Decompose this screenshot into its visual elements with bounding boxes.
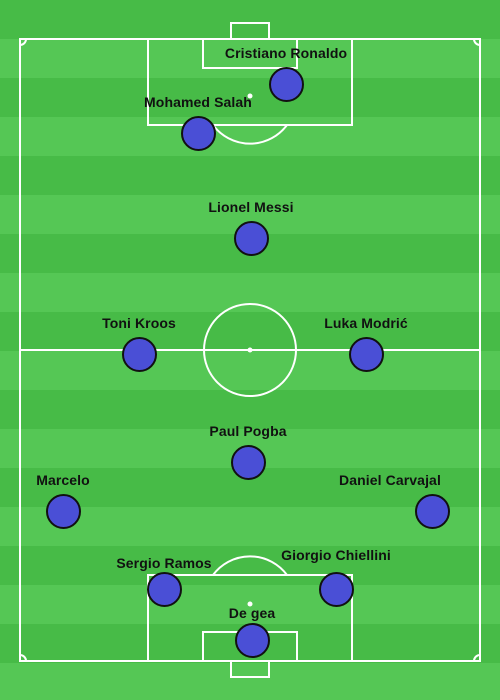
player-marker[interactable] — [181, 116, 216, 151]
player-marker[interactable] — [319, 572, 354, 607]
player-name: Marcelo — [36, 472, 90, 488]
center-spot — [247, 347, 253, 353]
bottom-penalty-spot — [247, 601, 253, 607]
player-name: Mohamed Salah — [144, 94, 252, 110]
player-name: Paul Pogba — [209, 423, 287, 439]
player-marker[interactable] — [235, 623, 270, 658]
player-name: De gea — [228, 605, 276, 621]
top-goal — [230, 22, 270, 40]
corner-arc-bottom-right — [473, 654, 481, 662]
player-name: Toni Kroos — [102, 315, 176, 331]
player-name: Sergio Ramos — [116, 555, 212, 571]
player-marker[interactable] — [234, 221, 269, 256]
player-marker[interactable] — [231, 445, 266, 480]
player-name: Luka Modrić — [324, 315, 408, 331]
player-name: Lionel Messi — [208, 199, 294, 215]
player-name: Giorgio Chiellini — [281, 547, 391, 563]
player-name: Daniel Carvajal — [339, 472, 441, 488]
player-name: Cristiano Ronaldo — [224, 45, 348, 61]
bottom-penalty-arc — [212, 555, 288, 576]
player-marker[interactable] — [147, 572, 182, 607]
corner-arc-top-right — [473, 38, 481, 46]
player-marker[interactable] — [415, 494, 450, 529]
player-marker[interactable] — [46, 494, 81, 529]
player-marker[interactable] — [269, 67, 304, 102]
player-marker[interactable] — [122, 337, 157, 372]
center-circle — [203, 303, 297, 397]
corner-arc-bottom-left — [19, 654, 27, 662]
corner-arc-top-left — [19, 38, 27, 46]
top-penalty-arc — [212, 124, 288, 145]
bottom-goal — [230, 660, 270, 678]
player-marker[interactable] — [349, 337, 384, 372]
top-penalty-spot — [247, 93, 253, 99]
